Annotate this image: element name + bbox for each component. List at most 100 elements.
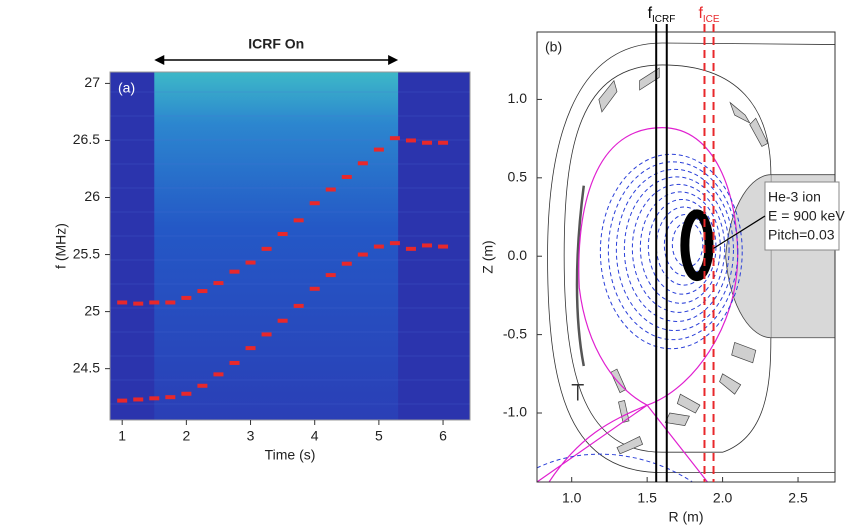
annotation: ICRF On	[248, 36, 304, 52]
ice-marker	[245, 260, 256, 265]
ice-marker	[261, 246, 272, 251]
tile	[598, 79, 618, 113]
x-tick-label: 6	[439, 428, 447, 444]
ice-marker	[165, 300, 176, 305]
ice-marker	[325, 273, 336, 278]
x-tick-label: 2.5	[788, 490, 808, 506]
plot-area	[537, 42, 835, 482]
inner-limiter	[725, 174, 771, 339]
ice-marker	[389, 136, 400, 141]
separatrix	[537, 127, 739, 482]
ice-marker	[389, 241, 400, 246]
ice-marker	[341, 174, 352, 179]
ice-marker	[213, 372, 224, 377]
ice-marker	[213, 281, 224, 286]
ice-marker	[229, 360, 240, 365]
flux-surface	[623, 176, 730, 322]
ice-marker	[438, 244, 449, 249]
ice-marker	[422, 243, 433, 248]
tile	[616, 436, 644, 455]
ice-marker	[373, 147, 384, 152]
ice-marker	[277, 232, 288, 237]
label-subscript: ICRF	[652, 14, 675, 25]
x-tick-label: 4	[311, 428, 319, 444]
x-tick-label: 1	[118, 428, 126, 444]
ice-marker	[133, 397, 144, 402]
frame	[536, 31, 836, 483]
x-axis-label: Time (s)	[265, 447, 316, 463]
annotation-arrow	[713, 215, 766, 249]
y-tick-label: 25.5	[73, 245, 100, 261]
coil	[571, 384, 584, 401]
y-tick-label: 1.0	[508, 90, 528, 106]
label-symbol: f	[648, 5, 653, 22]
annotation: E = 900 keV	[768, 208, 845, 224]
annotation: Pitch=0.03	[768, 227, 835, 243]
tile	[639, 67, 660, 91]
y-tick-label: 26.5	[73, 131, 100, 147]
tile	[729, 101, 751, 124]
y-tick-label: 24.5	[73, 359, 100, 375]
tile	[610, 368, 627, 394]
frame	[109, 71, 471, 421]
ice-marker	[149, 396, 160, 401]
y-tick-label: -1.0	[503, 404, 527, 420]
ice-marker	[117, 300, 128, 305]
x-tick-label: 2	[182, 428, 190, 444]
lower-flux	[537, 453, 693, 482]
resonance-label: fICRF	[648, 5, 676, 24]
ice-marker	[405, 138, 416, 143]
x-axis-label: R (m)	[669, 509, 704, 525]
ice-marker	[229, 269, 240, 274]
ice-marker	[357, 161, 368, 166]
y-axis-label: Z (m)	[480, 240, 496, 273]
ice-marker	[293, 218, 304, 223]
ice-marker	[422, 140, 433, 145]
flux-surface	[599, 153, 743, 350]
ice-marker	[405, 246, 416, 251]
x-tick-label: 2.0	[713, 490, 733, 506]
ice-marker	[181, 295, 192, 300]
flux-surface	[615, 168, 734, 332]
ice-marker	[293, 303, 304, 308]
tile	[731, 341, 757, 364]
ice-marker	[341, 261, 352, 266]
x-tick-label: 1.5	[637, 490, 657, 506]
ice-marker	[277, 318, 288, 323]
label-symbol: f	[698, 5, 703, 22]
vessel-outer	[547, 42, 835, 473]
ice-marker	[373, 244, 384, 249]
y-axis-label: f (MHz)	[53, 223, 69, 269]
tile	[749, 117, 769, 147]
ice-marker	[197, 383, 208, 388]
panel-label: (a)	[118, 80, 135, 96]
panel-label: (b)	[545, 39, 562, 55]
tile	[664, 412, 690, 426]
resonance-label: fICE	[698, 5, 719, 24]
label-subscript: ICE	[703, 14, 720, 25]
ice-marker	[438, 140, 449, 145]
ice-marker	[197, 289, 208, 294]
flux-surface	[631, 183, 726, 313]
flux-surface	[639, 191, 721, 304]
ice-marker	[325, 187, 336, 192]
ice-marker	[165, 395, 176, 400]
x-tick-label: 1.0	[562, 490, 582, 506]
wall-arc	[575, 185, 586, 367]
ice-marker	[149, 300, 160, 305]
x-tick-label: 5	[375, 428, 383, 444]
x-tick-label: 3	[247, 428, 255, 444]
ice-marker	[245, 346, 256, 351]
ice-marker	[133, 301, 144, 306]
ice-marker	[309, 286, 320, 291]
y-tick-label: 27	[84, 74, 100, 90]
ice-marker	[309, 201, 320, 206]
tile	[676, 393, 701, 414]
ion-orbit	[680, 209, 714, 282]
ice-marker	[261, 332, 272, 337]
icrf-region	[154, 72, 399, 420]
annotation: He-3 ion	[768, 189, 821, 205]
ice-marker	[357, 252, 368, 257]
y-tick-label: 0.0	[508, 247, 528, 263]
